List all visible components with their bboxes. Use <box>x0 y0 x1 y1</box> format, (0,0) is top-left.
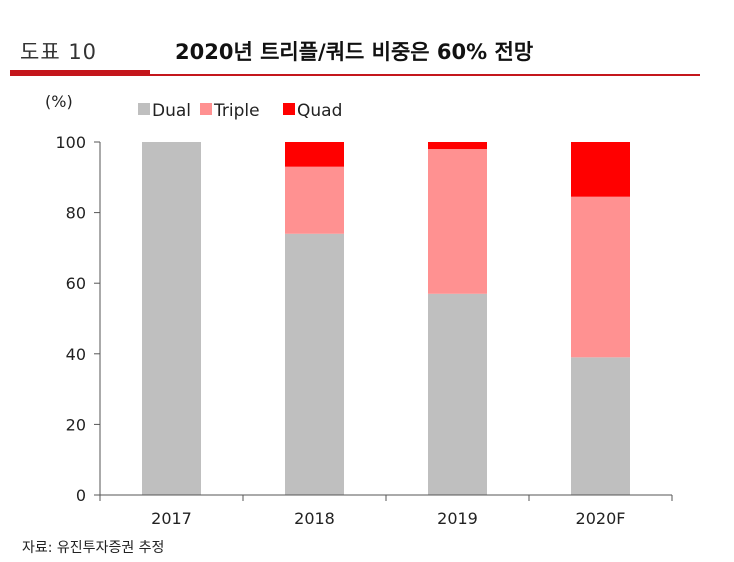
bar-dual-2018 <box>285 233 344 495</box>
bars-group <box>142 142 630 495</box>
bar-triple-2020f <box>571 196 630 358</box>
figure-label: 도표 10 <box>20 40 98 64</box>
y-axis-unit-label: (%) <box>45 92 73 111</box>
legend-label-dual: Dual <box>152 101 191 121</box>
legend-label-triple: Triple <box>213 101 260 121</box>
bar-triple-2019 <box>428 149 487 294</box>
y-tick-label: 20 <box>66 415 86 434</box>
stacked-bar-chart: Dual Triple Quad (%) 0 20 40 60 80 100 2017 2018 2… <box>45 92 673 528</box>
y-tick-label: 100 <box>55 133 86 152</box>
bar-quad-2019 <box>428 142 487 150</box>
bar-dual-2017 <box>142 142 201 495</box>
legend-swatch-quad <box>283 103 295 115</box>
y-tick-label: 40 <box>66 345 86 364</box>
x-tick-label: 2018 <box>294 509 335 528</box>
figure-title: 2020년 트리플/쿼드 비중은 60% 전망 <box>175 40 534 64</box>
x-tick-label: 2020F <box>576 509 626 528</box>
x-tick-label: 2019 <box>437 509 478 528</box>
bar-dual-2019 <box>428 293 487 495</box>
y-tick-label: 80 <box>66 204 86 223</box>
legend-label-quad: Quad <box>297 101 342 121</box>
chart-legend: Dual Triple Quad <box>138 101 342 121</box>
y-tick-label: 0 <box>76 486 86 505</box>
header-accent-rule <box>10 70 150 76</box>
legend-swatch-dual <box>138 103 150 115</box>
header-divider <box>150 74 700 76</box>
bar-dual-2020f <box>571 357 630 495</box>
bar-quad-2018 <box>285 142 344 167</box>
source-note: 자료: 유진투자증권 추정 <box>22 540 165 556</box>
bar-triple-2018 <box>285 166 344 234</box>
legend-swatch-triple <box>200 103 212 115</box>
figure-header: 도표 10 2020년 트리플/쿼드 비중은 60% 전망 <box>10 30 700 80</box>
y-tick-label: 60 <box>66 274 86 293</box>
axes-group: 0 20 40 60 80 100 2017 2018 2019 2020F <box>55 133 673 528</box>
x-tick-label: 2017 <box>151 509 192 528</box>
bar-quad-2020f <box>571 142 630 197</box>
